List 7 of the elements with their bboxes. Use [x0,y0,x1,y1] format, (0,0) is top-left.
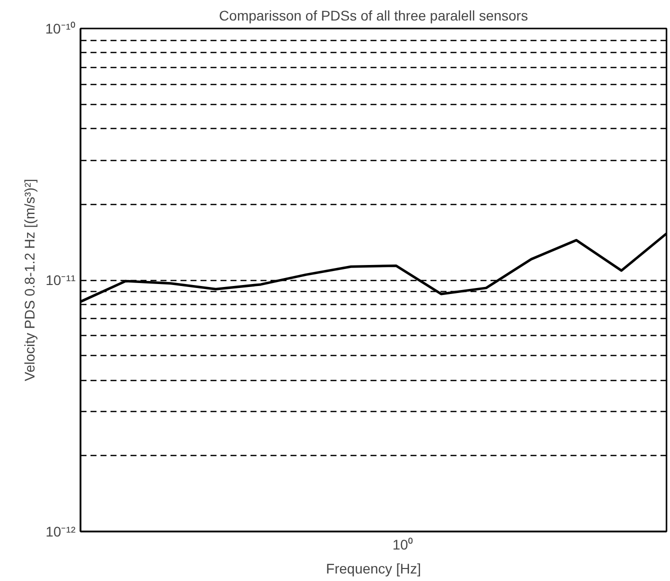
y-tick-label: 10⁻¹⁰ [45,20,76,36]
y-tick-label: 10⁻¹² [46,524,76,540]
y-tick-label: 10⁻¹¹ [46,272,76,288]
chart-title: Comparisson of PDSs of all three paralell sensors [219,8,528,24]
y-axis-title: Velocity PDS 0.8-1.2 Hz [(m/s³)²] [21,178,38,382]
x-axis-title: Frequency [Hz] [326,560,421,576]
text: 10⁰ [392,536,414,552]
